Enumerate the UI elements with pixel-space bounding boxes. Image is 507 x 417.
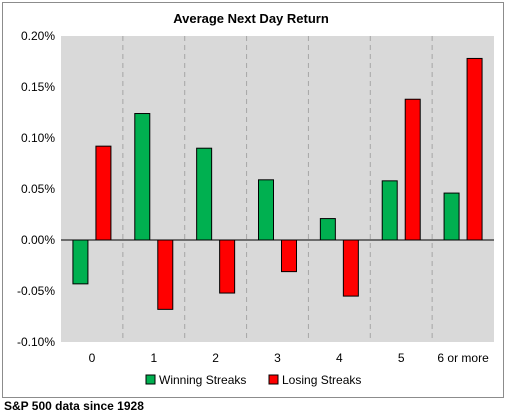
chart-frame: Average Next Day Return -0.10% -0.05% 0.00…	[2, 2, 504, 398]
gridlines	[122, 36, 433, 342]
chart-title: Average Next Day Return	[173, 11, 329, 26]
bars-group	[72, 57, 483, 310]
winning-streak-bar	[258, 179, 274, 241]
winning-streak-bar	[319, 218, 336, 241]
losing-streak-bar	[157, 239, 174, 310]
x-tick-label: 4	[336, 351, 343, 365]
y-tick-label: 0.00%	[21, 233, 55, 247]
losing-streak-bar	[342, 239, 359, 297]
winning-streak-bar	[381, 180, 398, 241]
bar-chart: Average Next Day Return -0.10% -0.05% 0.00…	[17, 11, 494, 387]
legend: Winning Streaks Losing Streaks	[145, 373, 361, 387]
footnote: S&P 500 data since 1928	[4, 399, 144, 413]
x-tick-label: 6 or more	[437, 351, 489, 365]
y-tick-label: 0.05%	[21, 182, 55, 196]
legend-swatch-losing	[268, 374, 279, 385]
winning-streak-bar	[196, 147, 213, 241]
losing-streak-bar	[404, 98, 421, 241]
legend-label-winning: Winning Streaks	[159, 373, 246, 387]
x-tick-label: 0	[89, 351, 96, 365]
x-axis-ticks: 0 1 2 3 4 5 6 or more	[89, 351, 489, 365]
winning-streak-bar	[72, 239, 89, 285]
losing-streak-bar	[219, 239, 236, 294]
losing-streak-bar	[466, 57, 483, 241]
winning-streak-bar	[443, 192, 460, 241]
x-tick-label: 2	[212, 351, 219, 365]
y-tick-label: -0.05%	[17, 284, 55, 298]
legend-label-losing: Losing Streaks	[282, 373, 361, 387]
losing-streak-bar	[281, 239, 297, 273]
legend-swatch-winning	[145, 374, 156, 385]
y-tick-label: 0.10%	[21, 131, 55, 145]
y-tick-label: 0.20%	[21, 29, 55, 43]
winning-streak-bar	[134, 113, 151, 241]
y-axis-ticks: -0.10% -0.05% 0.00% 0.05% 0.10% 0.15% 0.20%	[17, 29, 55, 349]
x-tick-label: 5	[398, 351, 405, 365]
losing-streak-bar	[95, 145, 112, 241]
x-tick-label: 3	[274, 351, 281, 365]
y-tick-label: -0.10%	[17, 335, 55, 349]
plot-area	[61, 36, 494, 342]
x-tick-label: 1	[150, 351, 157, 365]
y-tick-label: 0.15%	[21, 80, 55, 94]
